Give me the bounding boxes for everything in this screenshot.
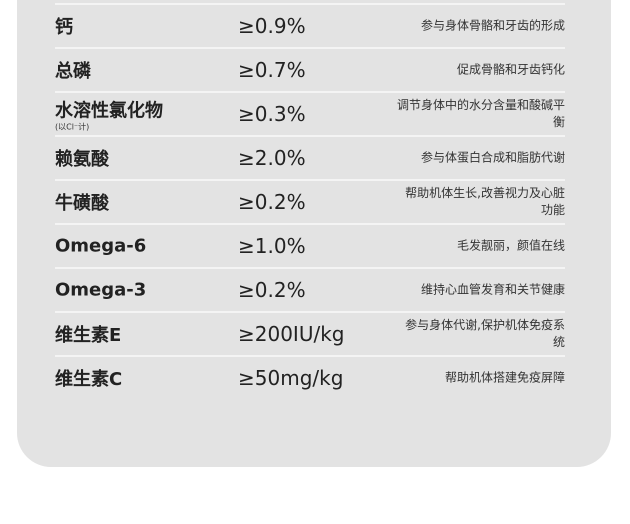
- nutrient-name-text: 水溶性氯化物: [55, 100, 163, 122]
- nutrient-name: 牛磺酸: [55, 189, 109, 215]
- nutrient-name: 赖氨酸: [55, 145, 109, 171]
- nutrient-note: (以Cl⁻计): [55, 122, 90, 132]
- nutrient-value: ≥0.9%: [238, 14, 306, 38]
- nutrient-value: ≥200IU/kg: [238, 322, 345, 346]
- table-row: 水溶性氯化物 (以Cl⁻计) ≥0.3% 调节身体中的水分含量和酸碱平衡: [55, 91, 565, 135]
- nutrient-description: 帮助机体生长,改善视力及心脏功能: [405, 186, 565, 217]
- nutrient-name: Omega-6: [55, 236, 146, 257]
- nutrient-value: ≥1.0%: [238, 234, 306, 258]
- nutrition-card: 钙 ≥0.9% 参与身体骨骼和牙齿的形成总磷 ≥0.7% 促成骨骼和牙齿钙化水溶性氯化物…: [17, 0, 611, 467]
- table-row: 维生素E ≥200IU/kg 参与身体代谢,保护机体免疫系统: [55, 311, 565, 355]
- nutrient-name-text: 总磷: [55, 61, 91, 82]
- nutrient-name-text: 牛磺酸: [55, 193, 109, 214]
- nutrient-name-text: Omega-6: [55, 235, 147, 257]
- nutrient-name-text: 维生素C: [55, 369, 123, 390]
- nutrient-value: ≥0.3%: [238, 102, 306, 126]
- nutrient-name-text: 维生素E: [55, 325, 122, 346]
- table-row: Omega-3 ≥0.2% 维持心血管发育和关节健康: [55, 267, 565, 311]
- nutrient-name-text: 赖氨酸: [55, 149, 109, 170]
- table-row: 维生素C ≥50mg/kg 帮助机体搭建免疫屏障: [55, 355, 565, 399]
- table-row: 赖氨酸 ≥2.0% 参与体蛋白合成和脂肪代谢: [55, 135, 565, 179]
- nutrient-value: ≥50mg/kg: [238, 366, 344, 390]
- table-row: 钙 ≥0.9% 参与身体骨骼和牙齿的形成: [55, 3, 565, 47]
- nutrient-name-text: Omega-3: [55, 279, 147, 301]
- nutrient-name: 总磷: [55, 57, 91, 83]
- table-row: 牛磺酸 ≥0.2% 帮助机体生长,改善视力及心脏功能: [55, 179, 565, 223]
- nutrient-description: 调节身体中的水分含量和酸碱平衡: [396, 98, 565, 129]
- nutrient-value: ≥0.2%: [238, 190, 306, 214]
- nutrition-table: 钙 ≥0.9% 参与身体骨骼和牙齿的形成总磷 ≥0.7% 促成骨骼和牙齿钙化水溶性氯化物…: [55, 3, 565, 399]
- nutrient-name: Omega-3: [55, 280, 146, 301]
- nutrient-value: ≥2.0%: [238, 146, 306, 170]
- nutrient-name: 维生素E: [55, 321, 121, 347]
- nutrient-name: 钙: [55, 13, 73, 39]
- nutrient-description: 参与身体骨骼和牙齿的形成: [420, 18, 565, 33]
- nutrient-name-text: 钙: [55, 17, 73, 38]
- nutrient-description: 维持心血管发育和关节健康: [420, 282, 565, 297]
- table-row: Omega-6 ≥1.0% 毛发靓丽，颜值在线: [55, 223, 565, 267]
- nutrient-description: 参与体蛋白合成和脂肪代谢: [420, 150, 565, 165]
- table-row: 总磷 ≥0.7% 促成骨骼和牙齿钙化: [55, 47, 565, 91]
- nutrient-description: 参与身体代谢,保护机体免疫系统: [405, 318, 565, 349]
- nutrient-description: 帮助机体搭建免疫屏障: [444, 370, 565, 385]
- nutrient-value: ≥0.2%: [238, 278, 306, 302]
- nutrient-description: 毛发靓丽，颜值在线: [456, 238, 565, 253]
- nutrient-description: 促成骨骼和牙齿钙化: [456, 62, 565, 77]
- nutrient-name: 维生素C: [55, 365, 122, 391]
- nutrient-name: 水溶性氯化物 (以Cl⁻计): [55, 97, 163, 132]
- nutrient-value: ≥0.7%: [238, 58, 306, 82]
